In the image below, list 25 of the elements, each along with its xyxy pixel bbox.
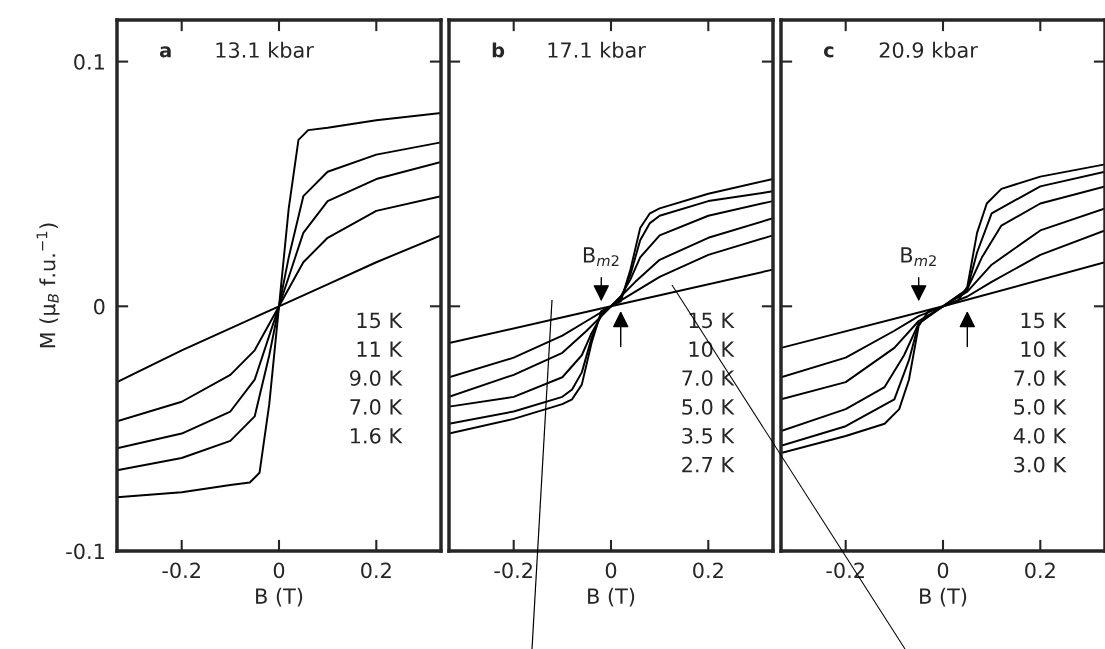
annotation: 15 K 11 K 9.0 K 7.0 K 1.6 K xyxy=(350,312,403,444)
annotation: 20.9 kbar xyxy=(879,41,978,58)
annotation: B$_{m2}$ xyxy=(583,247,619,266)
y-tick-label: 0 xyxy=(94,298,105,315)
annotation: 17.1 kbar xyxy=(548,41,646,58)
x-tick-label: -0.2 xyxy=(494,562,532,579)
x-tick-label: 0.2 xyxy=(693,562,723,579)
annotation: b xyxy=(492,42,505,58)
x-tick-label: 0 xyxy=(605,562,617,579)
y-tick-label: 0.1 xyxy=(74,54,104,70)
y-tick-label: -0.1 xyxy=(66,543,104,560)
annotation: 15 K 10 K 7.0 K 5.0 K 4.0 K 3.0 K xyxy=(1013,312,1067,473)
x-tick-label: 0.2 xyxy=(1025,562,1055,579)
x-axis-title: B (T) xyxy=(588,587,635,607)
x-tick-label: 0 xyxy=(937,562,949,579)
annotation: c xyxy=(823,46,834,58)
x-axis-title: B (T) xyxy=(920,587,967,607)
x-axis-title: B (T) xyxy=(256,587,303,607)
x-tick-label: 0.2 xyxy=(361,562,391,579)
annotation: 13.1 kbar xyxy=(216,41,314,58)
annotation: B$_{m2}$ xyxy=(901,247,936,266)
annotation: a xyxy=(159,46,171,58)
y-axis-title: M (μ$_{B}$ f.u.$^{−1}$) xyxy=(36,223,60,348)
x-tick-label: 0 xyxy=(273,562,285,579)
x-tick-label: -0.2 xyxy=(162,562,200,579)
